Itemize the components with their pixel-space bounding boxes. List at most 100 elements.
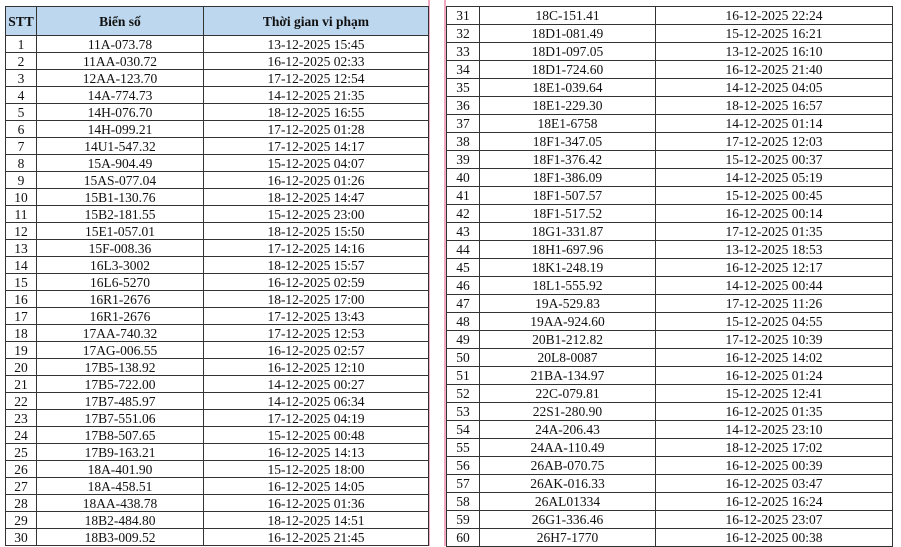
time-cell: 15-12-2025 12:41 [655,384,893,403]
plate-cell: 15B2-181.55 [36,205,204,223]
stt-cell: 26 [5,460,37,478]
plate-cell: 18H1-697.96 [479,240,656,259]
stt-cell: 46 [446,276,480,295]
stt-cell: 60 [446,528,480,547]
stt-cell: 20 [5,358,37,376]
time-cell: 14-12-2025 04:05 [655,78,893,97]
table-row: 27 18A-458.51 16-12-2025 14:05 [5,477,429,495]
plate-cell: 17B8-507.65 [36,426,204,444]
time-cell: 16-12-2025 14:05 [203,477,429,495]
time-cell: 17-12-2025 14:16 [203,239,429,257]
plate-cell: 17AG-006.55 [36,341,204,359]
stt-cell: 51 [446,366,480,385]
table-row: 4 14A-774.73 14-12-2025 21:35 [5,86,429,104]
time-cell: 16-12-2025 03:47 [655,474,893,493]
table-row: 40 18F1-386.09 14-12-2025 05:19 [446,168,893,187]
plate-cell: 26AB-070.75 [479,456,656,475]
stt-cell: 57 [446,474,480,493]
time-cell: 18-12-2025 16:57 [655,96,893,115]
time-cell: 17-12-2025 12:53 [203,324,429,342]
time-cell: 16-12-2025 14:02 [655,348,893,367]
time-cell: 15-12-2025 00:48 [203,426,429,444]
table-row: 41 18F1-507.57 15-12-2025 00:45 [446,186,893,205]
stt-cell: 29 [5,511,37,529]
stt-cell: 19 [5,341,37,359]
time-cell: 14-12-2025 01:14 [655,114,893,133]
plate-cell: 19A-529.83 [479,294,656,313]
plate-cell: 14A-774.73 [36,86,204,104]
stt-cell: 52 [446,384,480,403]
table-row: 17 16R1-2676 17-12-2025 13:43 [5,307,429,325]
time-cell: 16-12-2025 01:24 [655,366,893,385]
stt-cell: 22 [5,392,37,410]
stt-cell: 59 [446,510,480,529]
stt-cell: 12 [5,222,37,240]
stt-cell: 50 [446,348,480,367]
plate-cell: 16L3-3002 [36,256,204,274]
table-row: 19 17AG-006.55 16-12-2025 02:57 [5,341,429,359]
plate-cell: 18E1-229.30 [479,96,656,115]
plate-cell: 18F1-517.52 [479,204,656,223]
stt-cell: 24 [5,426,37,444]
time-cell: 14-12-2025 23:10 [655,420,893,439]
time-cell: 17-12-2025 01:35 [655,222,893,241]
table-row: 15 16L6-5270 16-12-2025 02:59 [5,273,429,291]
time-cell: 16-12-2025 00:38 [655,528,893,547]
time-cell: 15-12-2025 04:55 [655,312,893,331]
header-stt: STT [5,6,37,36]
table-row: 48 19AA-924.60 15-12-2025 04:55 [446,312,893,331]
stt-cell: 37 [446,114,480,133]
table-row: 53 22S1-280.90 16-12-2025 01:35 [446,402,893,421]
time-cell: 14-12-2025 06:34 [203,392,429,410]
stt-cell: 27 [5,477,37,495]
header-plate: Biển số [36,6,204,36]
stt-cell: 32 [446,24,480,43]
time-cell: 16-12-2025 21:40 [655,60,893,79]
stt-cell: 8 [5,154,37,172]
header-time: Thời gian vi phạm [203,6,429,36]
plate-cell: 18A-458.51 [36,477,204,495]
plate-cell: 18C-151.41 [479,6,656,25]
plate-cell: 22C-079.81 [479,384,656,403]
time-cell: 17-12-2025 12:03 [655,132,893,151]
time-cell: 16-12-2025 01:36 [203,494,429,512]
table-row: 13 15F-008.36 17-12-2025 14:16 [5,239,429,257]
table-row: 46 18L1-555.92 14-12-2025 00:44 [446,276,893,295]
stt-cell: 41 [446,186,480,205]
plate-cell: 26G1-336.46 [479,510,656,529]
table-row: 39 18F1-376.42 15-12-2025 00:37 [446,150,893,169]
table-row: 3 12AA-123.70 17-12-2025 12:54 [5,69,429,87]
stt-cell: 21 [5,375,37,393]
table-row: 43 18G1-331.87 17-12-2025 01:35 [446,222,893,241]
time-cell: 14-12-2025 05:19 [655,168,893,187]
time-cell: 17-12-2025 11:26 [655,294,893,313]
table-header-row: STT Biển số Thời gian vi phạm [5,6,429,36]
stt-cell: 28 [5,494,37,512]
stt-cell: 5 [5,103,37,121]
stt-cell: 1 [5,35,37,53]
time-cell: 17-12-2025 12:54 [203,69,429,87]
plate-cell: 16R1-2676 [36,307,204,325]
table-row: 28 18AA-438.78 16-12-2025 01:36 [5,494,429,512]
time-cell: 16-12-2025 21:45 [203,528,429,546]
stt-cell: 14 [5,256,37,274]
time-cell: 15-12-2025 16:21 [655,24,893,43]
table-row: 38 18F1-347.05 17-12-2025 12:03 [446,132,893,151]
stt-cell: 31 [446,6,480,25]
table-row: 37 18E1-6758 14-12-2025 01:14 [446,114,893,133]
table-row: 32 18D1-081.49 15-12-2025 16:21 [446,24,893,43]
plate-cell: 26H7-1770 [479,528,656,547]
table-row: 7 14U1-547.32 17-12-2025 14:17 [5,137,429,155]
time-cell: 16-12-2025 01:26 [203,171,429,189]
plate-cell: 14H-099.21 [36,120,204,138]
plate-cell: 18AA-438.78 [36,494,204,512]
time-cell: 16-12-2025 02:57 [203,341,429,359]
table-row: 50 20L8-0087 16-12-2025 14:02 [446,348,893,367]
time-cell: 15-12-2025 04:07 [203,154,429,172]
table-row: 51 21BA-134.97 16-12-2025 01:24 [446,366,893,385]
stt-cell: 48 [446,312,480,331]
plate-cell: 18D1-724.60 [479,60,656,79]
table-row: 55 24AA-110.49 18-12-2025 17:02 [446,438,893,457]
time-cell: 17-12-2025 13:43 [203,307,429,325]
plate-cell: 12AA-123.70 [36,69,204,87]
